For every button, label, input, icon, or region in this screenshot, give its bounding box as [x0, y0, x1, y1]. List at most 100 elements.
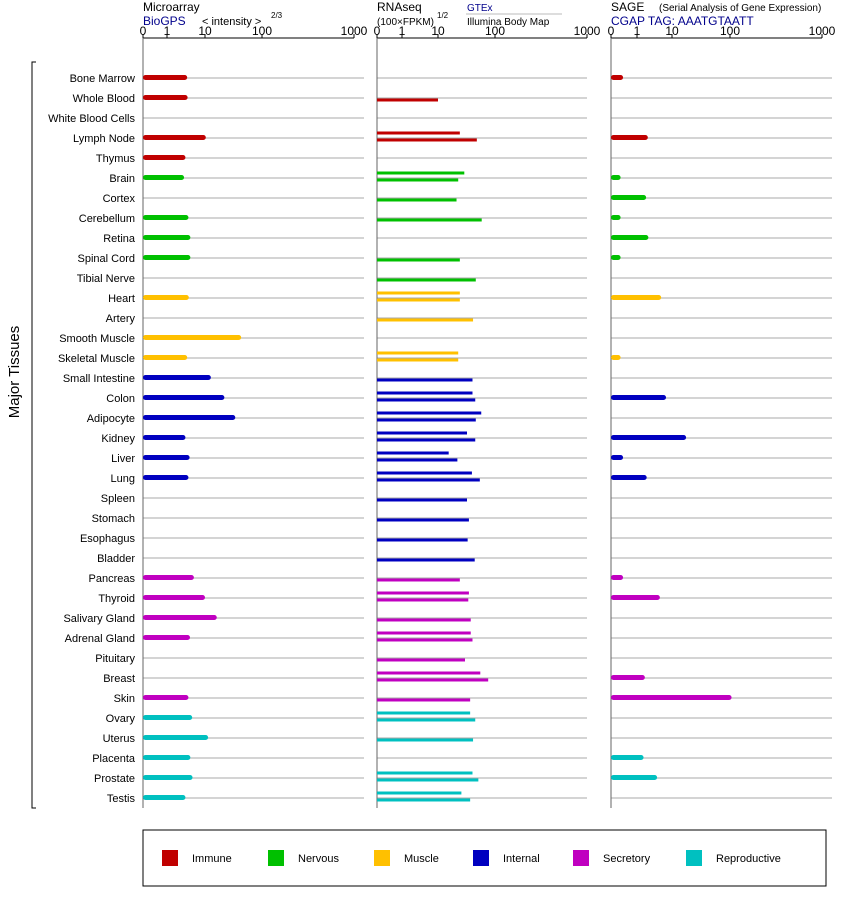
bar-retina [143, 235, 191, 240]
microarray-title: Microarray [143, 0, 200, 14]
bar-brain [377, 171, 465, 175]
microarray-superscript: 2/3 [271, 11, 283, 20]
panel-microarray: 0 1 10 100 1000 [140, 24, 368, 808]
bar-thyroid [143, 595, 205, 600]
legend-swatch-immune [162, 850, 178, 866]
bar-adipocyte [143, 415, 236, 420]
tissue-label: Testis [107, 793, 136, 805]
legend-swatch-internal [473, 850, 489, 866]
tissue-label: Tibial Nerve [77, 273, 135, 285]
bar-adipocyte [377, 418, 476, 422]
legend: Immune Nervous Muscle Internal Secretory Repr… [162, 850, 781, 866]
bar-cortex [611, 195, 647, 200]
legend-label-secretory: Secretory [603, 853, 651, 865]
panels: 0 1 10 100 1000 0 1 10 100 1000 0 1 10 100 1000 [140, 24, 836, 808]
bar-kidney [377, 438, 476, 442]
bar-thyroid [611, 595, 660, 600]
bar-breast [377, 678, 489, 682]
bar-kidney [611, 435, 687, 440]
bar-lung [611, 475, 647, 480]
bar-brain [611, 175, 621, 180]
tissue-label: Whole Blood [73, 93, 135, 105]
bar-skin [611, 695, 732, 700]
x-tick-label: 10 [431, 24, 445, 38]
bar-testis [377, 798, 471, 802]
bar-colon [143, 395, 225, 400]
bar-skeletal-muscle [377, 358, 459, 362]
tissue-label: Adipocyte [87, 413, 135, 425]
tissue-label: Placenta [92, 753, 136, 765]
bar-salivary-gland [377, 618, 471, 622]
bar-skeletal-muscle [377, 351, 459, 355]
bar-heart [143, 295, 189, 300]
bar-spinal-cord [377, 258, 460, 262]
bar-adrenal-gland [143, 635, 190, 640]
microarray-subtitle: BioGPS [143, 14, 186, 28]
bar-prostate [377, 771, 473, 775]
bar-stomach [377, 518, 469, 522]
tissue-label: Salivary Gland [63, 613, 135, 625]
panel-rnaseq: 0 1 10 100 1000 [374, 24, 601, 808]
bar-retina [611, 235, 649, 240]
bar-smooth-muscle [143, 335, 242, 340]
tissue-label: Adrenal Gland [65, 633, 135, 645]
bar-lung [377, 478, 480, 482]
tissue-label: Bladder [97, 553, 135, 565]
bar-skin [143, 695, 189, 700]
legend-label-reproductive: Reproductive [716, 853, 781, 865]
bar-whole-blood [143, 95, 188, 100]
bar-small-intestine [377, 378, 473, 382]
bar-lung [377, 471, 472, 475]
legend-label-internal: Internal [503, 853, 540, 865]
bar-small-intestine [143, 375, 211, 380]
rnaseq-subtitle: (100×FPKM) [377, 17, 434, 28]
bar-skin [377, 698, 471, 702]
tissue-label: Small Intestine [63, 373, 135, 385]
tissue-label: Smooth Muscle [59, 333, 135, 345]
tissue-label: Thyroid [98, 593, 135, 605]
bar-placenta [611, 755, 644, 760]
bar-cerebellum [143, 215, 189, 220]
bar-prostate [377, 778, 479, 782]
bar-adrenal-gland [377, 638, 473, 642]
x-tick-label: 0 [140, 24, 147, 38]
tissue-label: Kidney [101, 433, 135, 445]
x-tick-label: 1000 [574, 24, 601, 38]
bar-spinal-cord [611, 255, 621, 260]
tissue-label: Retina [103, 233, 136, 245]
bar-brain [377, 178, 459, 182]
tissue-label: Cortex [103, 193, 136, 205]
bar-lymph-node [377, 131, 460, 135]
bar-bone-marrow [143, 75, 188, 80]
tissue-label: Thymus [96, 153, 136, 165]
bar-lymph-node [611, 135, 648, 140]
tissue-label: Spinal Cord [78, 253, 135, 265]
tissue-label: Lung [111, 473, 135, 485]
tissue-label: Artery [106, 313, 136, 325]
bar-whole-blood [377, 98, 438, 102]
legend-swatch-muscle [374, 850, 390, 866]
bar-colon [377, 398, 476, 402]
bar-liver [143, 455, 190, 460]
bar-bladder [377, 558, 475, 562]
bar-testis [377, 791, 462, 795]
bar-skeletal-muscle [143, 355, 188, 360]
bar-testis [143, 795, 186, 800]
bar-heart [611, 295, 662, 300]
tissue-label: White Blood Cells [48, 113, 135, 125]
tissue-label: Spleen [101, 493, 135, 505]
bar-adrenal-gland [377, 631, 471, 635]
x-tick-label: 100 [720, 24, 740, 38]
tissue-label: Ovary [106, 713, 136, 725]
legend-swatch-secretory [573, 850, 589, 866]
bar-lung [143, 475, 189, 480]
bar-colon [377, 391, 473, 395]
rnaseq-superscript: 1/2 [437, 11, 449, 20]
rnaseq-gtex-label: GTEx [467, 3, 493, 14]
tissue-label: Esophagus [80, 533, 136, 545]
bar-thymus [143, 155, 186, 160]
tissue-label: Lymph Node [73, 133, 135, 145]
bar-ovary [143, 715, 193, 720]
rnaseq-title: RNAseq [377, 0, 422, 14]
